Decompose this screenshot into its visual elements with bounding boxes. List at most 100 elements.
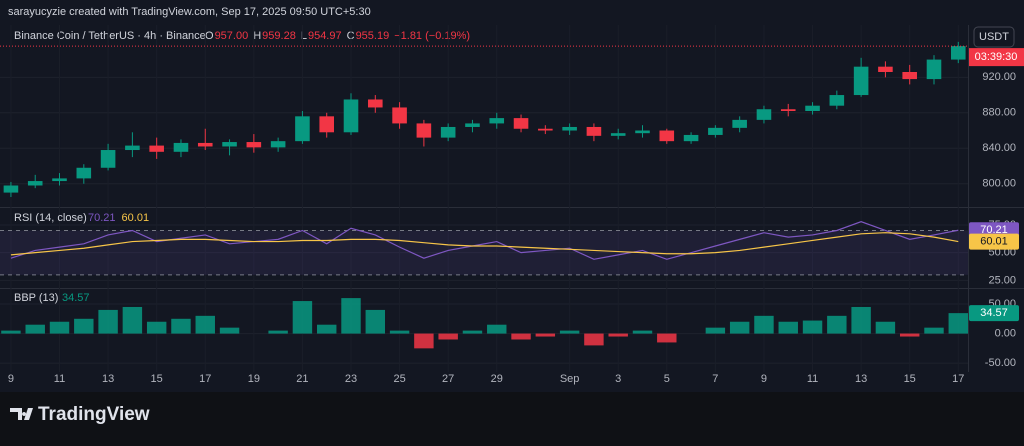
bbp-bar <box>365 309 386 334</box>
candle-body <box>392 107 407 124</box>
ohlc-key: L <box>301 30 307 42</box>
rsi-line <box>10 232 959 256</box>
bbp-bar <box>146 321 167 334</box>
candle-body <box>173 142 189 152</box>
candle-body <box>878 66 893 72</box>
y-tick-label: -50.00 <box>985 357 1016 369</box>
x-tick-label: 29 <box>491 373 503 385</box>
candle-body <box>295 116 310 142</box>
bbp-bar <box>948 313 968 334</box>
x-tick-label: 23 <box>345 373 357 385</box>
legend-value: 34.57 <box>62 292 90 304</box>
y-tick-label: 920.00 <box>982 71 1016 83</box>
bbp-bar <box>729 321 750 334</box>
y-tick-label: 50.00 <box>988 247 1016 259</box>
currency[interactable]: USDT <box>979 31 1009 43</box>
bbp-bar <box>851 306 871 334</box>
ohlc-value: 954.97 <box>308 30 342 42</box>
y-tick-label: 25.00 <box>988 274 1016 286</box>
bbp-bar <box>657 333 677 343</box>
bbp-bar <box>25 324 45 334</box>
candle-body <box>950 46 966 60</box>
candle-body <box>52 178 67 182</box>
bbp-bar <box>462 330 483 334</box>
bbp-bar <box>632 330 653 334</box>
candle-body <box>270 141 286 148</box>
bbp-bar <box>899 333 920 337</box>
bbp-bar <box>98 309 118 334</box>
logo-text: TradingView <box>38 404 150 425</box>
x-tick-label: 9 <box>8 373 14 385</box>
x-tick-label: 5 <box>664 373 670 385</box>
bbp-bar <box>389 330 410 334</box>
candle-body <box>853 66 869 96</box>
bbp-bar <box>438 333 458 340</box>
candle-body <box>902 71 917 80</box>
logo-icon <box>10 408 33 420</box>
legend-value: 70.21 <box>88 212 116 224</box>
x-tick-label: 17 <box>199 373 211 385</box>
candle-body <box>683 134 699 142</box>
x-tick-label: 7 <box>712 373 718 385</box>
ohlc-key: O <box>205 30 214 42</box>
ohlc-key: H <box>253 30 261 42</box>
bbp-bar <box>1 330 21 334</box>
candle-body <box>440 126 456 138</box>
bbp-bar <box>924 327 944 334</box>
candle-body <box>829 95 845 106</box>
ohlc-value: 955.19 <box>356 30 390 42</box>
footer-bar <box>0 392 1024 441</box>
bbp-bar <box>49 321 70 334</box>
legend: Binance Coin / TetherUS · 4h · Binance <box>14 30 206 42</box>
bbp-bar <box>341 298 361 334</box>
x-tick-label: 9 <box>761 373 767 385</box>
bbp-bar <box>292 301 313 334</box>
candle-body <box>27 181 43 186</box>
x-tick-label: 13 <box>855 373 867 385</box>
bbp-bar <box>414 333 434 349</box>
x-tick-label: 13 <box>102 373 114 385</box>
bbp-bar <box>559 330 580 334</box>
x-tick-label: 11 <box>807 373 818 385</box>
candle-body <box>610 133 626 136</box>
value-tag-label: 34.57 <box>980 307 1008 319</box>
y-tick-label: 840.00 <box>982 142 1016 154</box>
candle-body <box>756 109 772 120</box>
candle-body <box>732 119 747 128</box>
ohlc-value: 957.00 <box>215 30 249 42</box>
candle-body <box>635 130 650 134</box>
bbp-bar <box>268 330 288 334</box>
candle-body <box>805 105 820 112</box>
x-tick-label: Sep <box>560 373 580 385</box>
candle-body <box>343 99 359 133</box>
y-tick-label: 800.00 <box>982 178 1016 190</box>
symbol: Binance Coin / TetherUS · 4h · Binance <box>14 30 206 42</box>
bbp-bar <box>74 318 94 334</box>
logo: TradingView <box>10 404 150 425</box>
bbp-bar <box>875 321 896 334</box>
bbp-bar <box>608 333 628 337</box>
bbp-bar <box>802 320 823 334</box>
candle-body <box>538 128 553 131</box>
bbp-bar <box>171 318 191 334</box>
candle-body <box>100 150 116 168</box>
indicator-title: BBP (13) <box>14 292 58 304</box>
currency-button[interactable] <box>973 26 1015 48</box>
countdown: 03:39:30 <box>975 51 1018 63</box>
x-tick-label: 19 <box>248 373 260 385</box>
bbp-bar <box>778 321 798 334</box>
x-tick-label: 25 <box>393 373 405 385</box>
candle-body <box>246 142 262 148</box>
x-tick-label: 15 <box>151 373 163 385</box>
x-tick-label: 21 <box>296 373 308 385</box>
candle-body <box>513 118 529 129</box>
bbp-bar <box>122 306 143 334</box>
candle-body <box>465 123 480 127</box>
candle-body <box>586 126 602 136</box>
ohlc-value: 959.28 <box>262 30 296 42</box>
x-tick-label: 27 <box>442 373 454 385</box>
indicator-title: RSI (14, close) <box>14 212 87 224</box>
value-tag-label: 60.01 <box>980 235 1008 247</box>
